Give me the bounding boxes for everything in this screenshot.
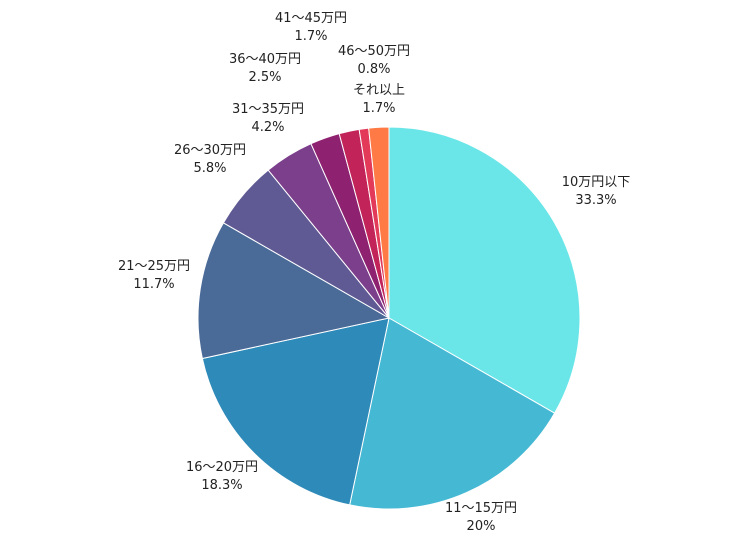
slice-value-label: 18.3% bbox=[201, 478, 242, 493]
slice-value-label: 5.8% bbox=[193, 161, 226, 176]
slice-value-label: 1.7% bbox=[294, 29, 327, 44]
slice-name-label: 46～50万円 bbox=[338, 44, 410, 59]
slice-value-label: 2.5% bbox=[248, 70, 281, 85]
slice-value-label: 11.7% bbox=[133, 277, 174, 292]
slice-name-label: 16～20万円 bbox=[186, 460, 258, 475]
slice-name-label: 26～30万円 bbox=[174, 143, 246, 158]
slice-value-label: 4.2% bbox=[251, 120, 284, 135]
slice-value-label: 0.8% bbox=[357, 62, 390, 77]
slice-name-label: 10万円以下 bbox=[562, 175, 631, 190]
slice-name-label: 36～40万円 bbox=[229, 52, 301, 67]
pie-slice bbox=[197, 222, 391, 360]
pie-labels: 10万円以下 33.3% 11～15万円 20% 16～20万円 18.3% 21～25万円… bbox=[118, 11, 630, 534]
slice-value-label: 20% bbox=[467, 519, 496, 534]
slice-name-label: 31～35万円 bbox=[232, 102, 304, 117]
slice-value-label: 1.7% bbox=[362, 101, 395, 116]
slice-name-label: 41～45万円 bbox=[275, 11, 347, 26]
slice-name-label: それ以上 bbox=[353, 83, 405, 98]
pie-slice bbox=[349, 317, 556, 510]
slice-name-label: 11～15万円 bbox=[445, 501, 517, 516]
slice-name-label: 21～25万円 bbox=[118, 259, 190, 274]
pie-slices bbox=[197, 126, 581, 510]
pie-slice bbox=[388, 126, 581, 414]
slice-value-label: 33.3% bbox=[575, 193, 616, 208]
pie-slice bbox=[368, 126, 390, 319]
pie-slice bbox=[201, 317, 390, 506]
